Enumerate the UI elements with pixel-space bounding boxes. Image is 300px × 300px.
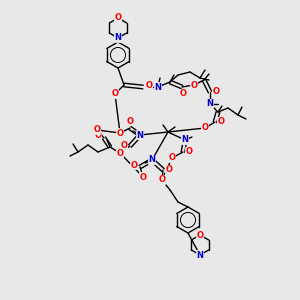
Text: N: N	[206, 100, 214, 109]
Text: O: O	[212, 88, 220, 97]
Text: O: O	[130, 160, 137, 169]
Text: O: O	[94, 125, 100, 134]
Text: N: N	[148, 155, 155, 164]
Text: O: O	[112, 89, 118, 98]
Text: O: O	[190, 80, 197, 89]
Text: O: O	[166, 166, 172, 175]
Text: O: O	[94, 131, 101, 140]
Text: O: O	[140, 172, 146, 182]
Text: N: N	[115, 34, 122, 43]
Text: O: O	[185, 148, 193, 157]
Text: N: N	[182, 136, 188, 145]
Text: O: O	[158, 176, 166, 184]
Text: O: O	[116, 148, 124, 158]
Text: O: O	[121, 142, 128, 151]
Text: O: O	[127, 116, 134, 125]
Text: N: N	[196, 250, 203, 260]
Text: O: O	[202, 124, 208, 133]
Text: O: O	[169, 154, 176, 163]
Text: N: N	[136, 130, 143, 140]
Text: O: O	[179, 89, 187, 98]
Text: O: O	[196, 230, 203, 239]
Text: O: O	[115, 14, 122, 22]
Text: O: O	[116, 128, 124, 137]
Text: O: O	[218, 118, 224, 127]
Text: N: N	[154, 82, 161, 91]
Text: O: O	[146, 82, 152, 91]
